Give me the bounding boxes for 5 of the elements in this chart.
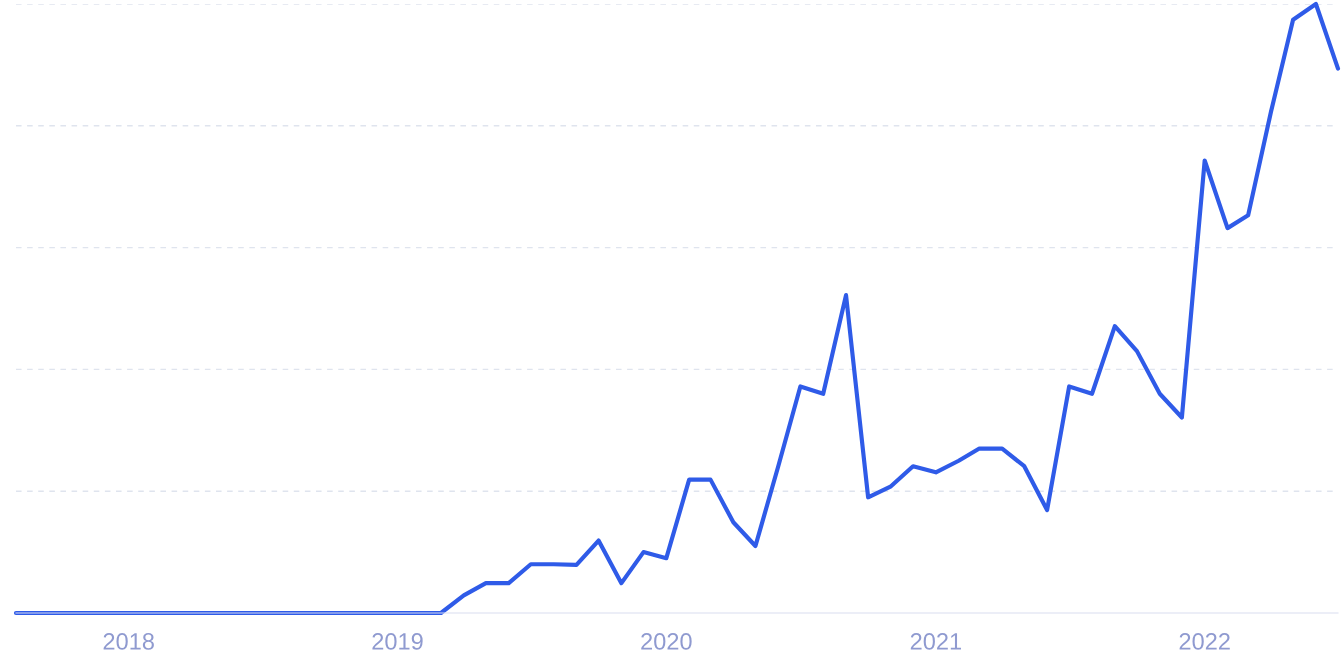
x-tick-label: 2020: [641, 633, 692, 650]
x-tick-label: 2018: [103, 633, 154, 650]
x-tick-label: 2021: [910, 633, 961, 650]
x-tick-label: 2019: [372, 633, 423, 650]
x-tick-label: 2022: [1179, 633, 1230, 650]
